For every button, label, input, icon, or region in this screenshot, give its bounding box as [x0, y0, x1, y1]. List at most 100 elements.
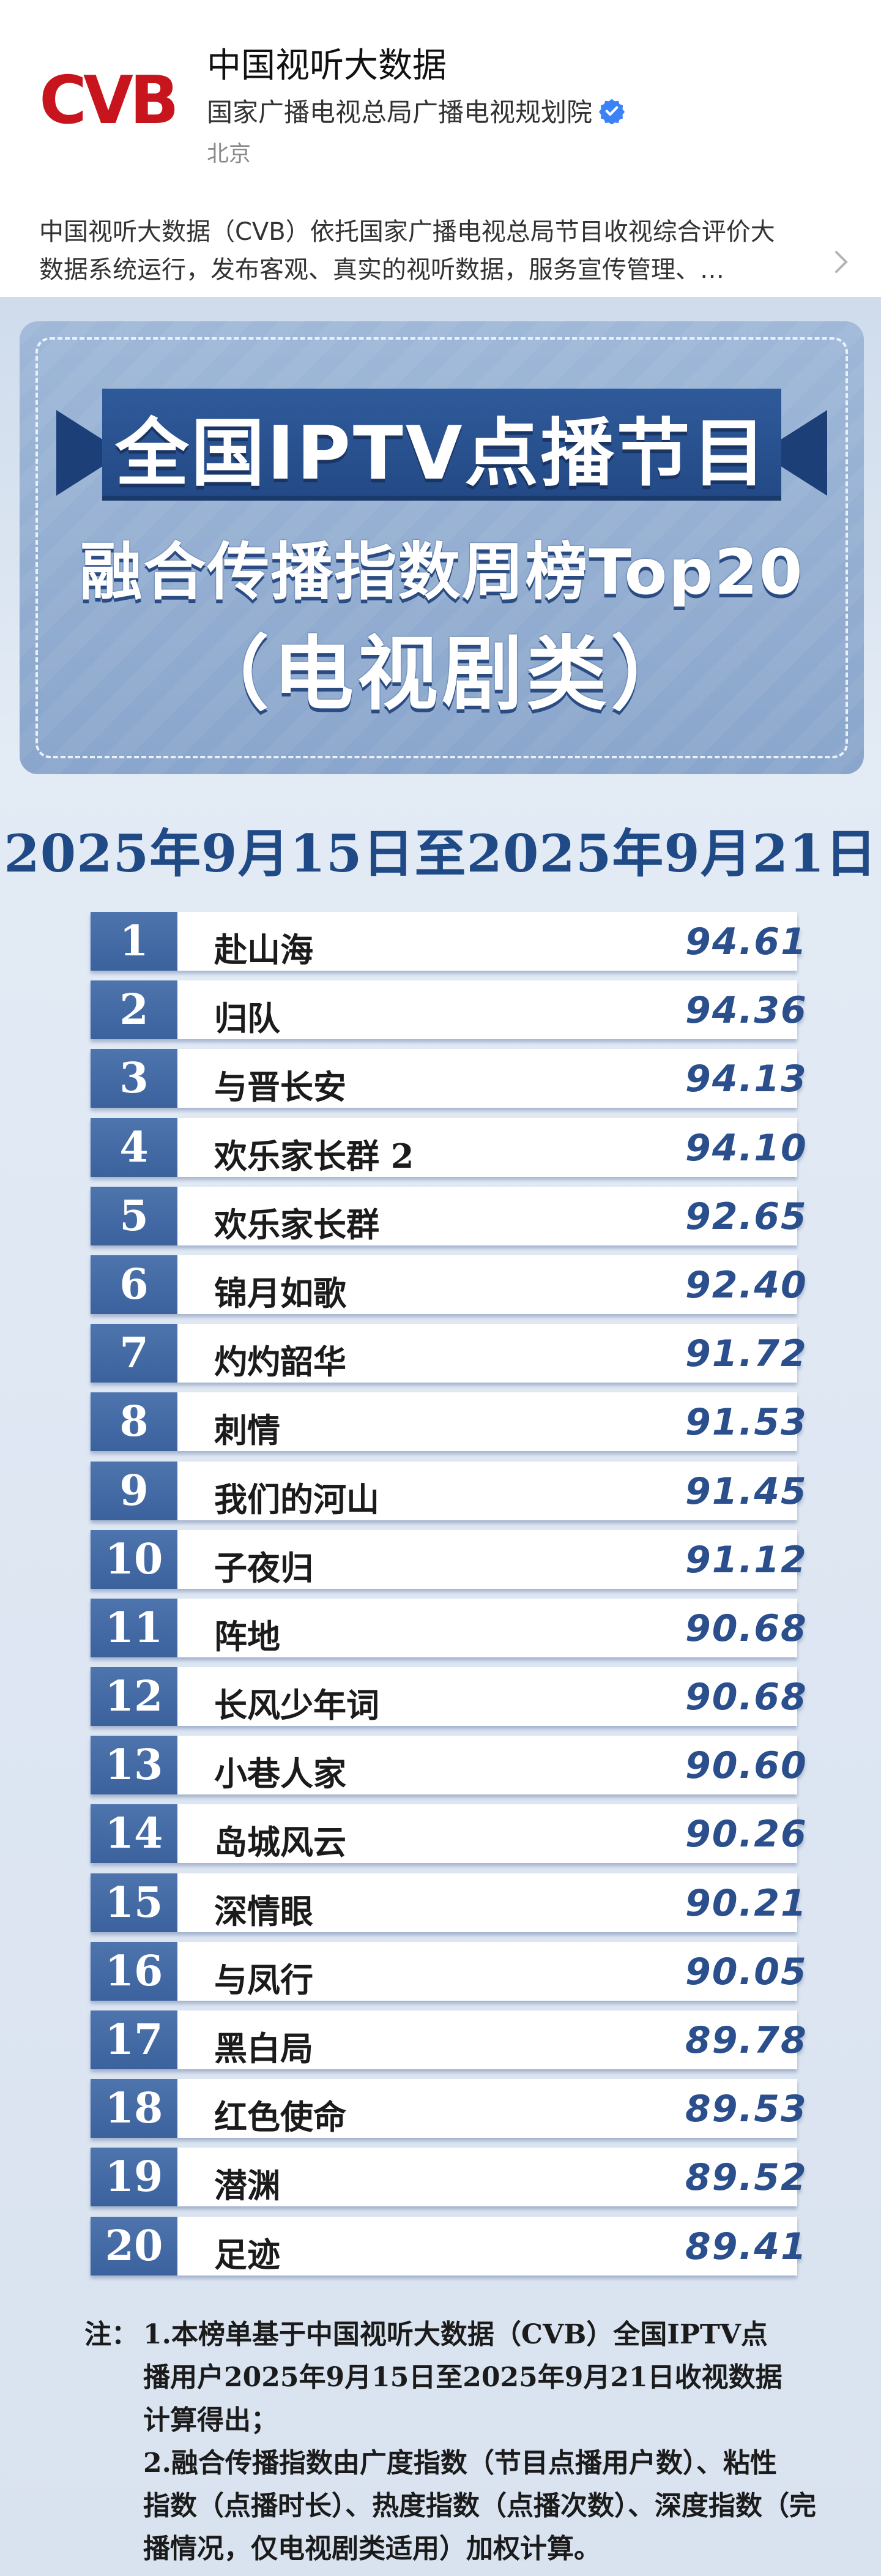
footnote-line: 2.融合传播指数由广度指数（节目点播用户数）、粘性	[143, 2447, 777, 2479]
rank-entry: 刺情 91.53	[177, 1392, 806, 1452]
poster-banner: 全国IPTV点播节目 融合传播指数周榜Top20 （电视剧类）	[20, 321, 864, 774]
ranking-row: 15 深情眼 90.21	[91, 1873, 806, 1932]
ranking-row: 6 锦月如歌 92.40	[91, 1255, 806, 1314]
rank-entry: 小巷人家 90.60	[177, 1736, 806, 1795]
footnotes: 注： 1.本榜单基于中国视听大数据（CVB）全国IPTV点 播用户2025年9月…	[84, 2313, 837, 2570]
rank-entry: 归队 94.36	[177, 980, 806, 1040]
show-title: 欢乐家长群	[214, 1204, 379, 1244]
footnote-line: 计算得出；	[143, 2405, 278, 2436]
intro-line-2: 数据系统运行，发布客观、真实的视听数据，服务宣传管理、…	[39, 256, 724, 284]
footnote-line: 指数（点播时长）、热度指数（点播次数）、深度指数（完	[143, 2490, 816, 2522]
rank-entry: 子夜归 91.12	[177, 1529, 806, 1589]
rank-number: 12	[91, 1667, 177, 1727]
index-score: 89.41	[685, 2225, 808, 2268]
rank-entry: 足迹 89.41	[177, 2216, 806, 2275]
rank-number: 7	[91, 1324, 177, 1383]
rank-entry: 欢乐家长群 92.65	[177, 1186, 806, 1245]
ranking-row: 11 阵地 90.68	[91, 1598, 806, 1657]
rank-number: 18	[91, 2079, 177, 2138]
chevron-right-icon[interactable]	[832, 250, 850, 274]
index-score: 90.68	[685, 1607, 808, 1650]
index-score: 90.60	[685, 1744, 808, 1788]
rank-entry: 黑白局 89.78	[177, 2010, 806, 2069]
rank-number: 10	[91, 1529, 177, 1589]
footnote-text: 1.本榜单基于中国视听大数据（CVB）全国IPTV点 播用户2025年9月15日…	[143, 2313, 837, 2570]
show-title: 与晋长安	[214, 1067, 346, 1107]
index-score: 90.05	[685, 1950, 808, 1993]
rank-number: 2	[91, 980, 177, 1040]
footnote-line: 1.本榜单基于中国视听大数据（CVB）全国IPTV点	[143, 2319, 768, 2350]
show-title: 深情眼	[214, 1891, 313, 1931]
index-score: 94.61	[685, 920, 808, 963]
account-intro[interactable]: 中国视听大数据（CVB）依托国家广播电视总局节目收视综合评价大 数据系统运行，发…	[39, 213, 835, 289]
cvb-logo[interactable]: CVB	[39, 62, 179, 139]
verified-badge-icon	[598, 99, 625, 124]
ranking-row: 18 红色使命 89.53	[91, 2079, 806, 2138]
show-title: 与凤行	[214, 1960, 313, 1999]
title-ribbon	[102, 389, 781, 496]
rank-number: 1	[91, 912, 177, 971]
rank-number: 16	[91, 1941, 177, 2001]
rank-entry: 红色使命 89.53	[177, 2079, 806, 2138]
rank-entry: 长风少年词 90.68	[177, 1667, 806, 1727]
index-score: 91.53	[685, 1401, 808, 1444]
show-title: 阵地	[214, 1616, 280, 1656]
show-title: 灼灼韶华	[214, 1342, 346, 1382]
ranking-row: 7 灼灼韶华 91.72	[91, 1324, 806, 1383]
index-score: 89.78	[685, 2019, 808, 2062]
rank-number: 15	[91, 1873, 177, 1932]
ranking-row: 13 小巷人家 90.60	[91, 1736, 806, 1795]
ranking-row: 5 欢乐家长群 92.65	[91, 1186, 806, 1245]
banner-dashed-frame	[35, 337, 848, 758]
index-score: 91.12	[685, 1538, 808, 1581]
rank-number: 4	[91, 1118, 177, 1177]
ranking-poster: 全国IPTV点播节目 融合传播指数周榜Top20 （电视剧类） 2025年9月1…	[0, 297, 881, 2576]
show-title: 子夜归	[214, 1548, 313, 1588]
index-score: 92.40	[685, 1263, 808, 1307]
index-score: 91.72	[685, 1332, 808, 1376]
show-title: 刺情	[214, 1411, 280, 1450]
intro-line-1: 中国视听大数据（CVB）依托国家广播电视总局节目收视综合评价大	[39, 218, 775, 246]
rank-number: 13	[91, 1736, 177, 1795]
show-title: 长风少年词	[214, 1686, 379, 1725]
footnote-label: 注：	[84, 2319, 138, 2350]
rank-entry: 与凤行 90.05	[177, 1941, 806, 2001]
show-title: 潜渊	[214, 2166, 280, 2206]
ranking-row: 14 岛城风云 90.26	[91, 1804, 806, 1864]
show-title: 小巷人家	[214, 1754, 346, 1794]
ranking-row: 12 长风少年词 90.68	[91, 1667, 806, 1727]
rank-number: 19	[91, 2148, 177, 2207]
rank-number: 11	[91, 1598, 177, 1657]
index-score: 92.65	[685, 1195, 808, 1238]
rank-entry: 阵地 90.68	[177, 1598, 806, 1657]
account-org: 国家广播电视总局广播电视规划院	[207, 97, 593, 127]
date-range: 2025年9月15日至2025年9月21日	[4, 823, 877, 884]
account-name[interactable]: 中国视听大数据	[207, 46, 447, 86]
rank-entry: 灼灼韶华 91.72	[177, 1324, 806, 1383]
show-title: 欢乐家长群 2	[214, 1136, 414, 1176]
rank-number: 14	[91, 1804, 177, 1864]
rank-number: 9	[91, 1461, 177, 1520]
ranking-row: 2 归队 94.36	[91, 980, 806, 1040]
ranking-row: 10 子夜归 91.12	[91, 1529, 806, 1589]
show-title: 足迹	[214, 2234, 280, 2274]
rank-entry: 我们的河山 91.45	[177, 1461, 806, 1520]
show-title: 锦月如歌	[214, 1273, 346, 1313]
index-score: 90.68	[685, 1676, 808, 1719]
poster-category: （电视剧类）	[188, 627, 695, 722]
index-score: 90.26	[685, 1813, 808, 1856]
show-title: 红色使命	[214, 2097, 346, 2137]
ranking-row: 1 赴山海 94.61	[91, 912, 806, 971]
ranking-row: 3 与晋长安 94.13	[91, 1049, 806, 1108]
show-title: 我们的河山	[214, 1479, 379, 1519]
poster-title: 全国IPTV点播节目	[115, 411, 768, 496]
ranking-row: 9 我们的河山 91.45	[91, 1461, 806, 1520]
rank-number: 8	[91, 1392, 177, 1452]
footnote-line: 播用户2025年9月15日至2025年9月21日收视数据	[143, 2362, 782, 2393]
rank-entry: 岛城风云 90.26	[177, 1804, 806, 1864]
index-score: 89.53	[685, 2088, 808, 2131]
rank-number: 20	[91, 2216, 177, 2275]
ranking-row: 19 潜渊 89.52	[91, 2148, 806, 2207]
show-title: 赴山海	[214, 930, 313, 969]
rank-entry: 赴山海 94.61	[177, 912, 806, 971]
